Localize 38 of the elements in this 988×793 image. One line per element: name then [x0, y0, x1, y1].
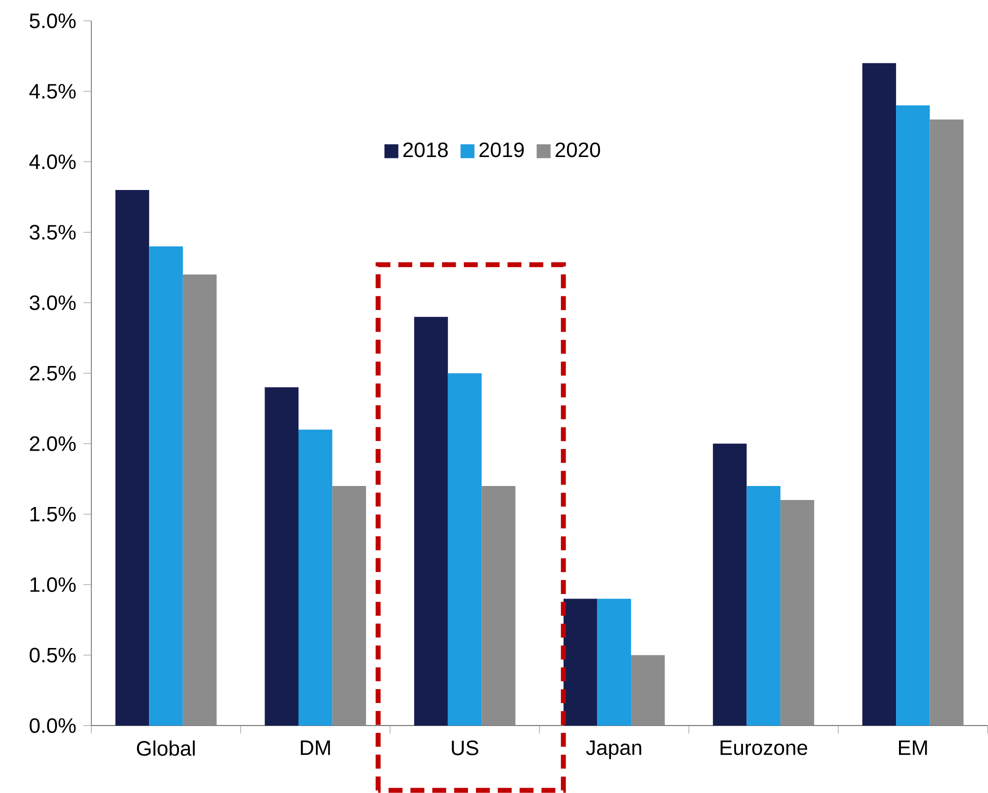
legend-label: 2019	[479, 142, 524, 158]
bar	[780, 500, 814, 726]
bar	[862, 63, 896, 726]
legend-label: 2020	[556, 142, 600, 158]
y-tick-label: 4.5%	[29, 84, 76, 99]
x-tick-label: DM	[300, 740, 330, 755]
bar	[298, 430, 332, 726]
y-tick-label: 4.0%	[29, 154, 76, 170]
y-tick-label: 1.0%	[30, 577, 76, 592]
y-tick-label: 2.0%	[30, 436, 76, 452]
bar	[332, 486, 366, 726]
bar	[631, 655, 665, 726]
bar	[564, 598, 598, 726]
bar	[746, 486, 780, 726]
bar	[149, 246, 183, 726]
x-tick-label: EM	[899, 740, 927, 755]
y-tick-label: 0.0%	[30, 718, 76, 734]
bar	[896, 105, 930, 726]
y-tick-label: 2.5%	[30, 366, 76, 381]
y-tick-label: 0.5%	[30, 648, 76, 663]
x-tick-label: US	[452, 740, 478, 756]
bar	[597, 598, 632, 726]
bar	[264, 387, 299, 726]
bar	[712, 444, 747, 726]
legend-label: 2018	[403, 142, 448, 158]
y-tick-label: 5.0%	[30, 14, 76, 28]
x-tick-label: Eurozone	[720, 740, 808, 756]
bar	[930, 120, 964, 726]
bar	[182, 274, 217, 726]
x-tick-label: Global	[136, 740, 195, 756]
y-tick-label: 3.0%	[30, 295, 76, 310]
x-tick-label: Japan	[586, 740, 642, 760]
bar	[482, 486, 516, 726]
y-tick-label: 3.5%	[30, 224, 76, 240]
bar	[115, 190, 150, 726]
bar	[448, 373, 482, 726]
bar	[414, 316, 448, 726]
y-tick-label: 1.5%	[30, 506, 76, 522]
